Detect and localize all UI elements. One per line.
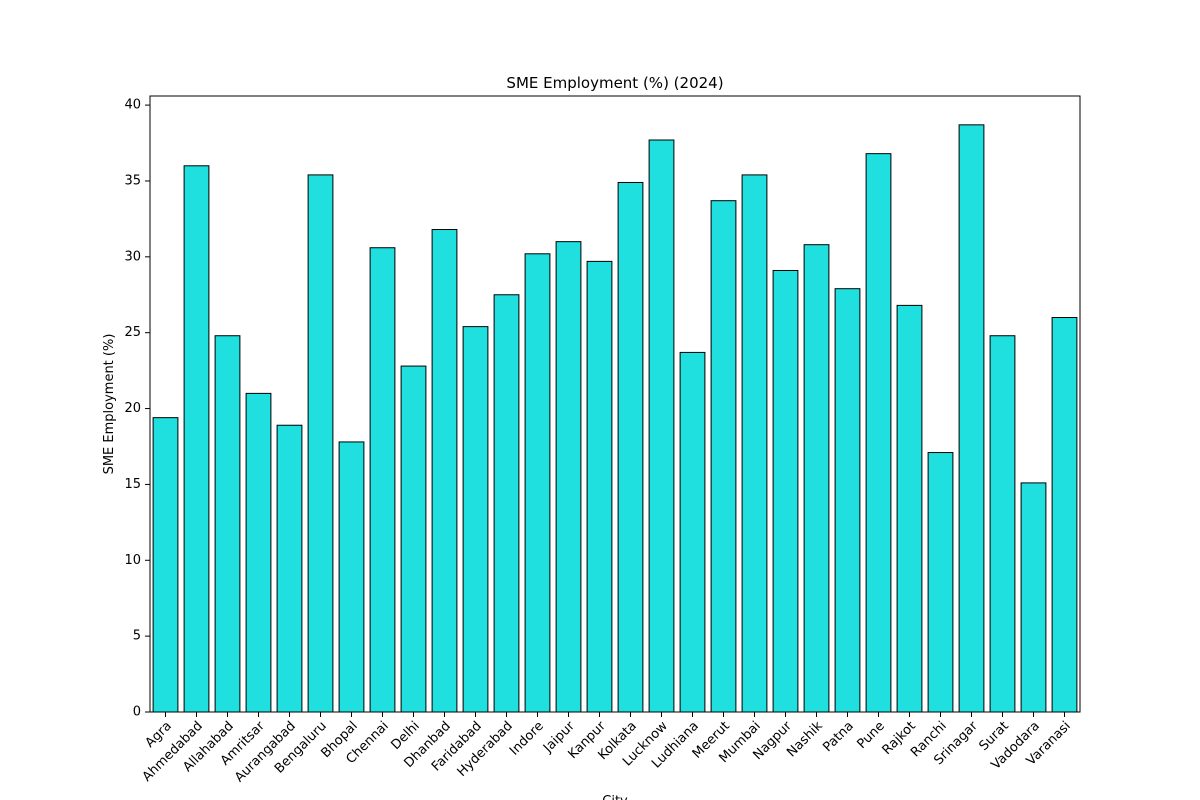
bar xyxy=(152,417,179,713)
plot-frame xyxy=(149,95,1081,713)
bar xyxy=(741,174,768,713)
bar xyxy=(245,392,272,713)
bar xyxy=(679,351,706,713)
bar xyxy=(617,181,644,713)
x-tick-label: Nashik xyxy=(784,718,826,760)
bar xyxy=(214,335,241,713)
y-tick-label: 5 xyxy=(133,629,141,644)
bar xyxy=(276,424,303,713)
bar xyxy=(338,441,365,713)
y-tick-label: 20 xyxy=(124,401,141,416)
chart-title: SME Employment (%) (2024) xyxy=(506,74,723,92)
y-axis-label: SME Employment (%) xyxy=(102,334,117,475)
bar xyxy=(183,165,210,713)
bar xyxy=(989,335,1016,713)
bar xyxy=(369,247,396,713)
bar xyxy=(1051,317,1078,713)
bar xyxy=(431,229,458,713)
bar xyxy=(865,153,892,713)
bar xyxy=(896,304,923,713)
bar xyxy=(803,244,830,713)
bar xyxy=(555,241,582,713)
bar xyxy=(1020,482,1047,713)
y-tick-label: 25 xyxy=(124,325,141,340)
bar xyxy=(493,294,520,713)
y-tick-label: 15 xyxy=(124,477,141,492)
bar xyxy=(586,260,613,713)
x-tick-label: Patna xyxy=(820,719,856,755)
bar xyxy=(927,452,954,713)
bar xyxy=(307,174,334,713)
bar xyxy=(648,139,675,713)
bar xyxy=(958,124,985,713)
bar xyxy=(772,269,799,713)
y-tick-label: 35 xyxy=(124,173,141,188)
x-axis-label: City xyxy=(602,794,628,800)
y-tick-label: 30 xyxy=(124,249,141,264)
y-tick-label: 0 xyxy=(133,705,141,720)
bar xyxy=(524,253,551,713)
bar xyxy=(462,326,489,713)
y-tick-label: 40 xyxy=(124,98,141,113)
bar xyxy=(834,288,861,713)
x-tick-label: Indore xyxy=(507,719,547,759)
bar xyxy=(400,365,427,713)
bar xyxy=(710,200,737,713)
y-tick-label: 10 xyxy=(124,553,141,568)
